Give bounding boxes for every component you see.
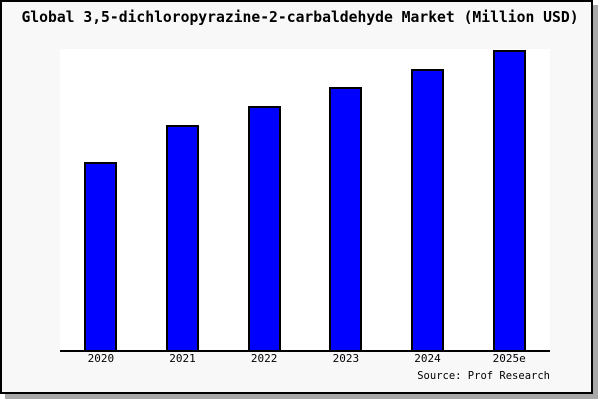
bar-2024 xyxy=(410,69,444,350)
x-tick-label-2022: 2022 xyxy=(250,352,278,365)
chart-title: Global 3,5-dichloropyrazine-2-carbaldehy… xyxy=(21,9,579,26)
x-axis-labels: 2020 2021 2022 2023 2024 2025e xyxy=(60,352,550,366)
x-axis-line xyxy=(60,350,550,352)
bar-2022 xyxy=(247,106,281,350)
source-credit: Source: Prof Research xyxy=(417,370,550,382)
x-tick-label-2021: 2021 xyxy=(169,352,196,365)
x-tick-label-2025e: 2025e xyxy=(492,352,526,365)
x-tick-label-2020: 2020 xyxy=(87,352,115,365)
bar-2023 xyxy=(329,87,363,350)
bar-2020 xyxy=(84,162,118,350)
x-tick-label-2023: 2023 xyxy=(332,352,360,365)
bar-2025e xyxy=(492,50,526,350)
x-tick-label-2024: 2024 xyxy=(414,352,441,365)
bar-2021 xyxy=(165,124,199,350)
plot-area xyxy=(60,49,550,350)
